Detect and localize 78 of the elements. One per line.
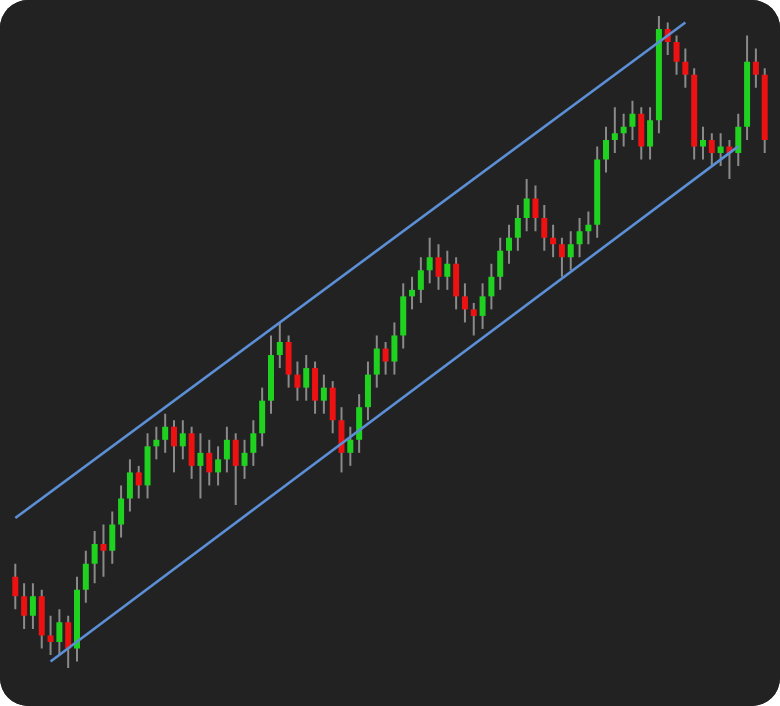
candlestick bbox=[532, 184, 539, 233]
candlestick bbox=[215, 445, 222, 487]
candlestick bbox=[312, 360, 319, 415]
candlestick bbox=[541, 204, 548, 252]
candlestick bbox=[514, 204, 521, 252]
candlestick bbox=[638, 106, 645, 161]
candlestick bbox=[585, 210, 592, 246]
candlestick bbox=[497, 236, 504, 291]
candlestick bbox=[426, 236, 433, 285]
candlestick bbox=[550, 223, 557, 259]
candlestick bbox=[567, 230, 574, 272]
candlestick bbox=[479, 282, 486, 330]
candlestick bbox=[400, 282, 407, 350]
candlestick bbox=[153, 425, 160, 461]
candlestick bbox=[162, 412, 169, 454]
candlestick bbox=[179, 419, 186, 461]
candlestick bbox=[461, 282, 468, 324]
candlestick bbox=[135, 464, 142, 500]
candlestick bbox=[356, 393, 363, 454]
candlestick bbox=[444, 249, 451, 291]
candlestick bbox=[21, 582, 28, 630]
candlestick bbox=[488, 262, 495, 311]
candlestick bbox=[453, 256, 460, 311]
candlestick bbox=[320, 373, 327, 415]
candlestick bbox=[470, 301, 477, 337]
candlestick bbox=[250, 419, 257, 467]
candlestick bbox=[38, 588, 45, 650]
candlestick bbox=[12, 562, 19, 611]
candlestick bbox=[241, 438, 248, 480]
candlestick bbox=[382, 341, 389, 376]
candlestick bbox=[673, 34, 680, 76]
candlestick bbox=[735, 112, 742, 167]
candlestick bbox=[752, 47, 759, 89]
candlestick bbox=[409, 275, 416, 311]
candlestick bbox=[435, 243, 442, 291]
candlestick bbox=[708, 132, 715, 167]
candlestick bbox=[717, 132, 724, 167]
candlestick bbox=[647, 106, 654, 161]
candlestick bbox=[699, 125, 706, 161]
candlestick bbox=[118, 484, 125, 539]
candlestick bbox=[109, 510, 116, 565]
candlestick bbox=[29, 582, 36, 630]
candlestick bbox=[629, 99, 636, 141]
candlestick bbox=[144, 432, 151, 500]
candlestick bbox=[576, 217, 583, 259]
candlestick bbox=[206, 438, 213, 487]
candlestick bbox=[338, 406, 345, 474]
candlestick bbox=[232, 432, 239, 506]
candlestick bbox=[303, 354, 310, 402]
candlestick bbox=[603, 125, 610, 174]
candlestick bbox=[620, 112, 627, 148]
candlestick bbox=[267, 334, 274, 415]
candlestick bbox=[285, 334, 292, 389]
candlestick bbox=[82, 549, 89, 604]
candlestick bbox=[523, 178, 530, 233]
candlestick bbox=[100, 523, 107, 578]
candlestick bbox=[373, 334, 380, 389]
candlestick bbox=[65, 614, 72, 669]
candlestick bbox=[188, 425, 195, 480]
candlestick bbox=[506, 223, 513, 265]
candlestick bbox=[391, 321, 398, 376]
candlestick bbox=[417, 256, 424, 304]
candlestick bbox=[56, 608, 63, 656]
candlestick bbox=[170, 419, 177, 474]
candlestick bbox=[364, 360, 371, 422]
candlestick bbox=[682, 47, 689, 89]
candlestick bbox=[276, 321, 283, 370]
candlestick bbox=[47, 614, 54, 656]
candlestick bbox=[126, 458, 133, 513]
candlestick bbox=[223, 425, 230, 474]
candlestick bbox=[197, 432, 204, 500]
candlestick bbox=[91, 530, 98, 585]
candlestick bbox=[558, 236, 565, 278]
candlestick bbox=[294, 360, 301, 402]
candlestick bbox=[347, 425, 354, 467]
candlestick bbox=[259, 386, 266, 448]
candlestick bbox=[611, 106, 618, 154]
candlestick bbox=[329, 380, 336, 435]
